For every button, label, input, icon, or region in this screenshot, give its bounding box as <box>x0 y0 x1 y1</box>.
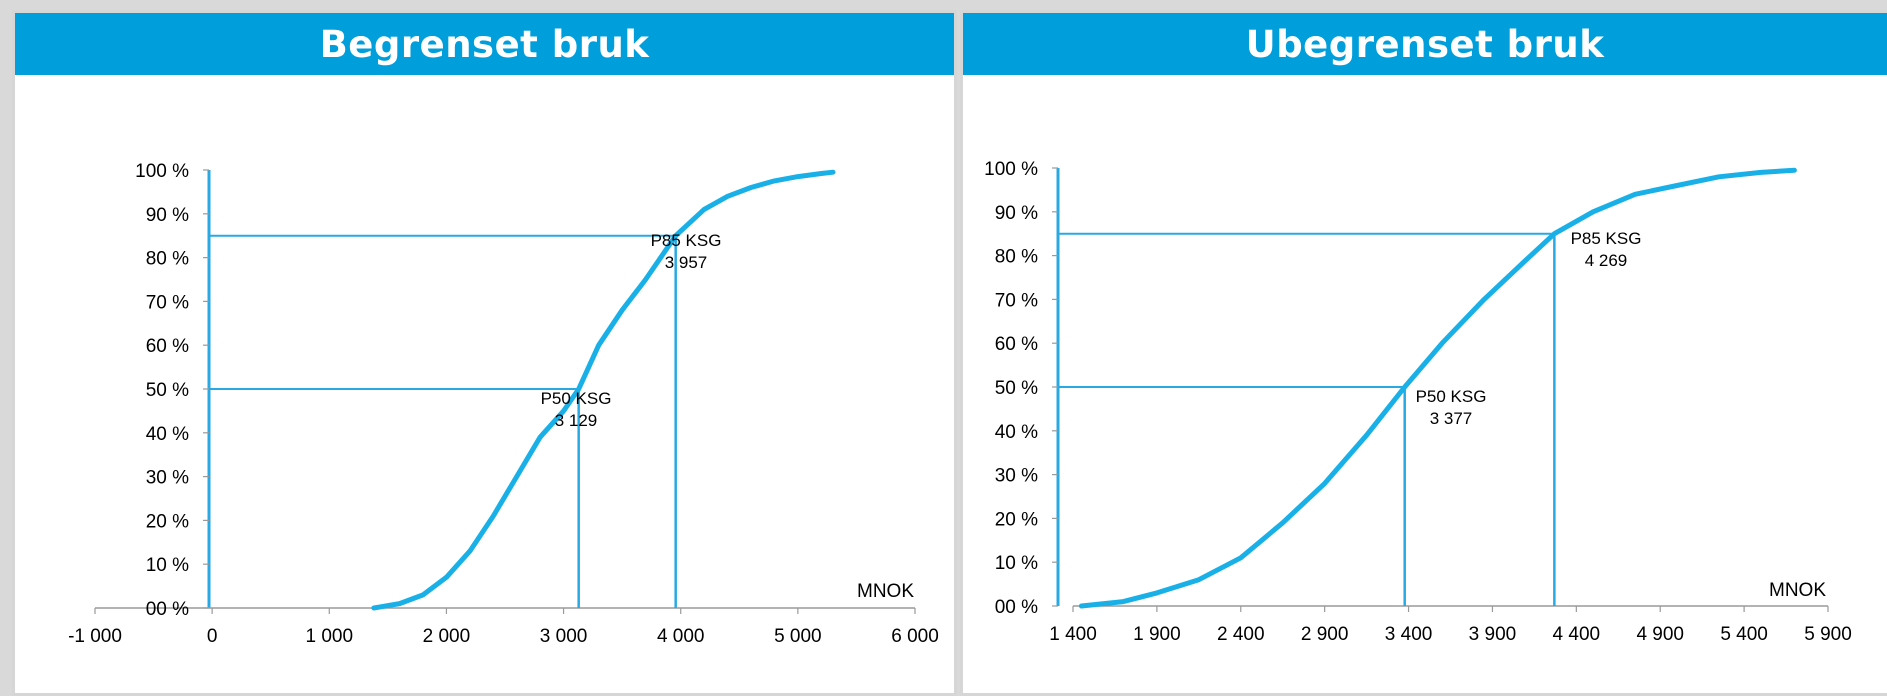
y-tick-label: 80 % <box>995 247 1038 268</box>
y-tick-label: 20 % <box>995 509 1038 530</box>
chart-panel-right: Ubegrenset bruk <box>960 10 1887 696</box>
x-tick-label: 0 <box>207 626 218 647</box>
y-tick-label: 90 % <box>995 203 1038 224</box>
x-tick-label: 5 900 <box>1804 624 1852 645</box>
y-tick-label: 60 % <box>146 336 189 357</box>
x-tick-label: 2 000 <box>423 626 471 647</box>
x-tick-label: 3 000 <box>540 626 588 647</box>
y-tick-label: 50 % <box>146 380 189 401</box>
y-tick-label: 40 % <box>146 424 189 445</box>
y-tick-label: 00 % <box>995 597 1038 618</box>
x-tick-label: 2 400 <box>1217 624 1265 645</box>
y-tick-label: 70 % <box>146 292 189 313</box>
cumulative-curve <box>1078 167 1797 609</box>
x-tick-label: 6 000 <box>891 626 939 647</box>
y-tick-label: 10 % <box>146 555 189 576</box>
x-tick-label: 1 000 <box>306 626 354 647</box>
y-tick-label: 90 % <box>146 205 189 226</box>
x-tick-label: 4 400 <box>1553 624 1601 645</box>
cumulative-curve <box>371 169 836 611</box>
y-tick-label: 40 % <box>995 422 1038 443</box>
marker-value-label: 3 129 <box>555 411 598 430</box>
y-tick-label: 30 % <box>995 466 1038 487</box>
y-tick-label: 10 % <box>995 553 1038 574</box>
x-tick-label: 5 400 <box>1720 624 1768 645</box>
y-tick-label: 70 % <box>995 290 1038 311</box>
x-axis-label: MNOK <box>857 581 914 602</box>
x-tick-label: 4 900 <box>1636 624 1684 645</box>
y-tick-label: 100 % <box>135 161 189 182</box>
x-tick-label: 3 900 <box>1469 624 1517 645</box>
y-tick-label: 20 % <box>146 511 189 532</box>
panel-title: Ubegrenset bruk <box>963 13 1887 75</box>
chart-panel-left: Begrenset bruk <box>12 10 957 696</box>
panel-title: Begrenset bruk <box>15 13 954 75</box>
marker-value-label: 4 269 <box>1585 251 1628 270</box>
x-tick-label: 2 900 <box>1301 624 1349 645</box>
y-tick-label: 60 % <box>995 334 1038 355</box>
y-tick-label: 50 % <box>995 378 1038 399</box>
y-tick-label: 00 % <box>146 599 189 620</box>
x-tick-label: -1 000 <box>68 626 122 647</box>
marker-label: P50 KSG <box>1416 387 1487 406</box>
y-tick-label: 30 % <box>146 468 189 489</box>
x-tick-label: 1 400 <box>1049 624 1097 645</box>
marker-value-label: 3 377 <box>1430 409 1473 428</box>
x-tick-label: 5 000 <box>774 626 822 647</box>
x-tick-label: 1 900 <box>1133 624 1181 645</box>
marker-label: P50 KSG <box>541 389 612 408</box>
marker-value-label: 3 957 <box>665 253 708 272</box>
y-tick-label: 100 % <box>984 159 1038 180</box>
marker-label: P85 KSG <box>1571 229 1642 248</box>
marker-label: P85 KSG <box>651 231 722 250</box>
y-tick-label: 80 % <box>146 249 189 270</box>
x-tick-label: 3 400 <box>1385 624 1433 645</box>
x-axis-label: MNOK <box>1769 580 1826 601</box>
x-tick-label: 4 000 <box>657 626 705 647</box>
